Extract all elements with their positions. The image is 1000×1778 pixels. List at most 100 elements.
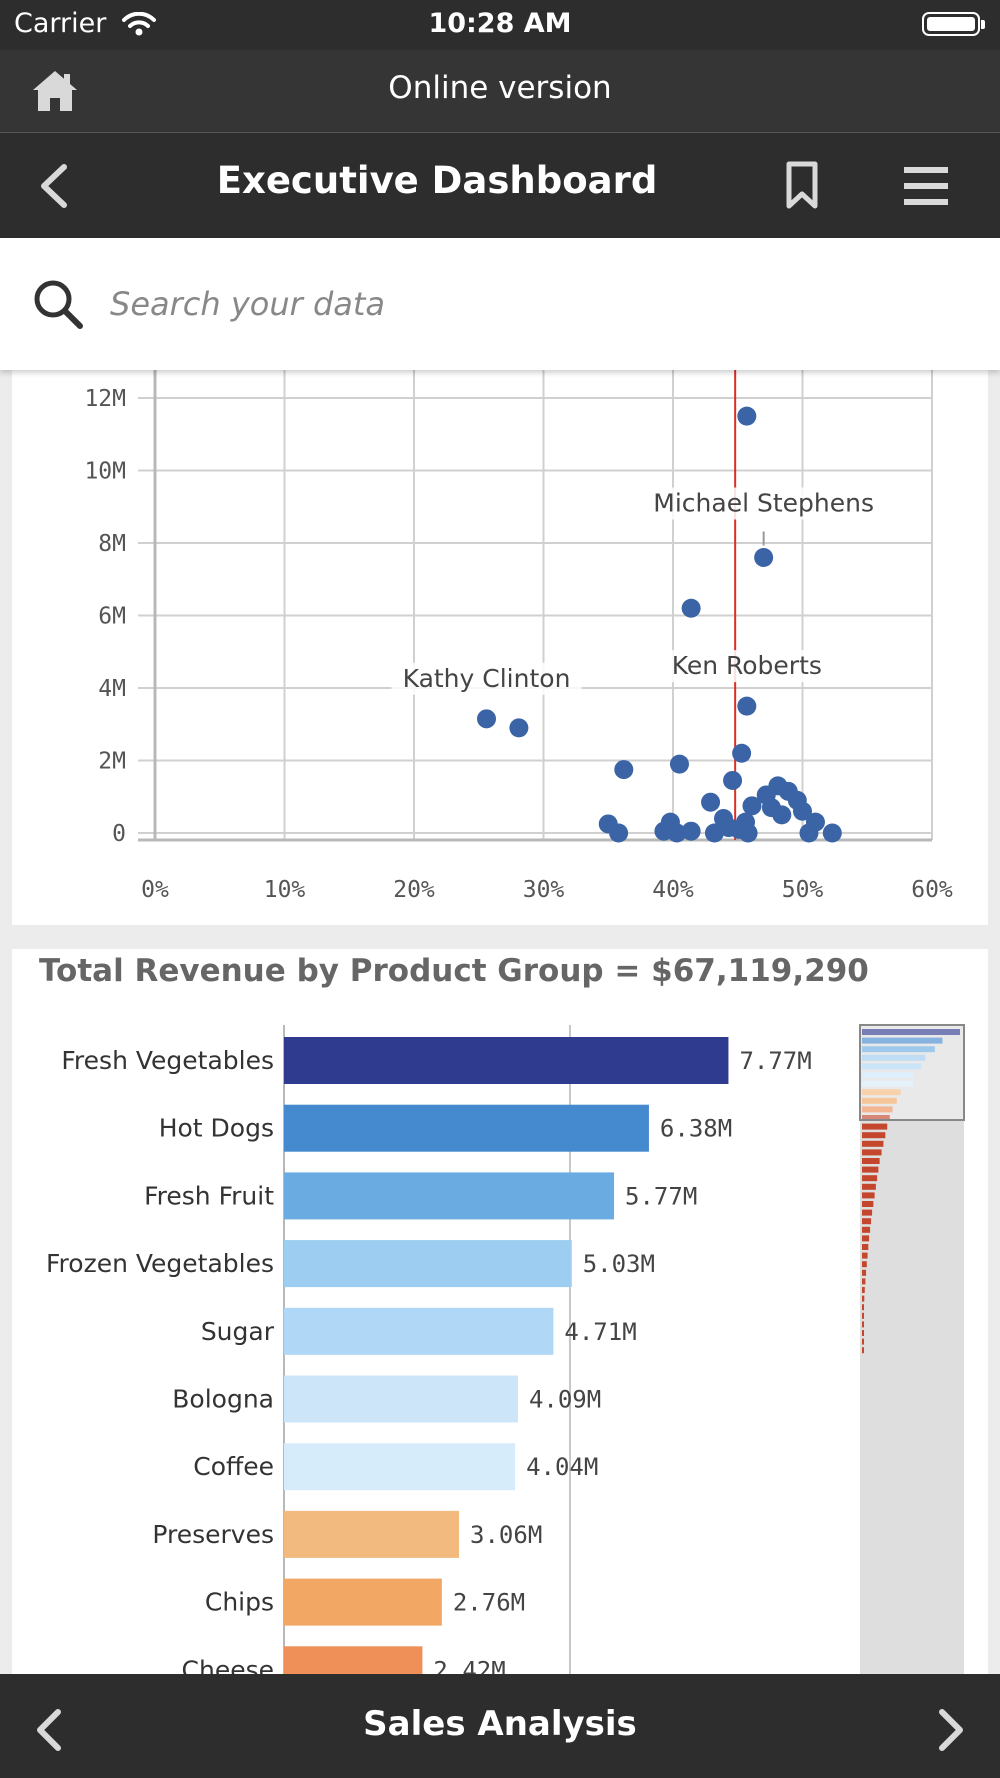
category-label: Coffee — [193, 1452, 274, 1481]
annotation-background — [668, 487, 859, 520]
minimap-bar — [862, 1166, 879, 1173]
minimap-bar — [862, 1338, 864, 1345]
bar — [284, 1307, 554, 1355]
category-label: Fresh Fruit — [144, 1181, 274, 1210]
scatter-point — [737, 696, 757, 716]
scatter-point — [681, 821, 701, 841]
scatter-point — [701, 792, 721, 812]
minimap-bar — [862, 1226, 871, 1233]
home-icon[interactable] — [30, 68, 80, 114]
category-label: Chips — [205, 1588, 274, 1617]
x-tick-label: 40% — [652, 877, 694, 903]
scatter-point — [669, 754, 689, 774]
status-time: 10:28 AM — [428, 8, 572, 39]
annotation-label: Ken Roberts — [672, 651, 822, 680]
hamburger-menu-icon[interactable] — [904, 167, 948, 205]
bar — [284, 1510, 460, 1558]
minimap-bar — [862, 1304, 864, 1311]
minimap-bar — [862, 1312, 864, 1319]
y-tick-label: 8M — [98, 531, 126, 557]
scatter-point — [737, 406, 757, 426]
minimap-bar — [862, 1330, 864, 1336]
scatter-point — [799, 823, 819, 843]
scatter-point — [667, 823, 687, 843]
minimap-bar — [862, 1115, 890, 1121]
minimap-bar — [862, 1261, 867, 1268]
chevron-left-icon[interactable] — [34, 1708, 64, 1752]
bar-chart-title: Total Revenue by Product Group = $67,119… — [39, 953, 869, 989]
y-tick-label: 12M — [84, 386, 126, 412]
minimap-bar — [862, 1140, 884, 1147]
bar — [284, 1578, 442, 1626]
x-tick-label: 20% — [393, 877, 435, 903]
bar — [284, 1240, 572, 1288]
minimap-bar — [862, 1158, 880, 1164]
chevron-left-icon[interactable] — [38, 163, 70, 209]
status-bar: Carrier 10:28 AM — [0, 0, 1000, 50]
bar-chart-card[interactable]: Total Revenue by Product Group = $67,119… — [12, 949, 988, 1674]
value-label: 7.77M — [739, 1047, 811, 1075]
carrier-label: Carrier — [14, 8, 107, 39]
scatter-point — [754, 548, 774, 567]
scatter-chart[interactable]: 0% 10% 20% 30% 40% 50% 60% 12M 10M 8M 6M 4M 2M 0 Micha… — [12, 370, 988, 925]
minimap-bar — [862, 1278, 866, 1285]
search-bar — [0, 238, 1000, 370]
bar-chart[interactable]: Fresh Vegetables 7.77M Hot Dogs 6.38M Fresh … — [12, 949, 988, 1674]
battery-icon — [922, 12, 985, 36]
x-tick-label: 50% — [782, 877, 824, 903]
category-label: Cheese — [182, 1655, 274, 1674]
minimap-viewport — [859, 1024, 965, 1121]
scatter-point — [772, 805, 792, 825]
sheet-title: Sales Analysis — [363, 1704, 637, 1744]
minimap-bar — [862, 1269, 867, 1276]
annotation-background — [391, 662, 582, 695]
value-label: 3.06M — [470, 1521, 542, 1549]
x-tick-label: 0% — [141, 877, 169, 903]
bar — [284, 1375, 518, 1423]
scatter-point — [704, 823, 724, 843]
minimap-bar — [862, 1244, 869, 1250]
scatter-point — [738, 823, 758, 843]
value-label: 5.77M — [625, 1182, 697, 1210]
category-label: Sugar — [201, 1317, 275, 1346]
x-tick-label: 60% — [911, 877, 953, 903]
chevron-right-icon[interactable] — [936, 1708, 966, 1752]
annotation-background — [651, 650, 842, 683]
bookmark-icon[interactable] — [786, 161, 818, 209]
search-input[interactable] — [108, 278, 932, 330]
minimap-bar — [862, 1295, 865, 1302]
category-label: Preserves — [152, 1520, 274, 1549]
wifi-icon — [122, 12, 156, 36]
y-tick-label: 10M — [84, 459, 126, 485]
scatter-point — [732, 743, 752, 763]
minimap-bar — [862, 1321, 864, 1328]
minimap-bar — [862, 1106, 893, 1113]
category-label: Frozen Vegetables — [46, 1249, 274, 1278]
app-header: Executive Dashboard — [0, 133, 1000, 238]
minimap-bar — [862, 1175, 878, 1182]
scatter-point — [742, 796, 762, 816]
scatter-point — [681, 598, 701, 618]
minimap-bar — [862, 1054, 926, 1061]
minimap-bar — [862, 1287, 865, 1293]
value-label: 4.04M — [526, 1453, 598, 1481]
minimap-track — [860, 1025, 964, 1674]
annotation-label: Michael Stephens — [653, 489, 874, 518]
minimap-bar — [862, 1192, 875, 1199]
annotation-label: Kathy Clinton — [403, 664, 571, 693]
minimap-bar — [862, 1209, 873, 1216]
minimap-bar — [862, 1149, 882, 1156]
bar — [284, 1172, 615, 1220]
minimap-bar — [862, 1037, 943, 1044]
minimap-bar — [862, 1029, 960, 1035]
online-version-bar: Online version — [0, 50, 1000, 133]
value-label: 5.03M — [583, 1250, 655, 1278]
value-label: 4.71M — [564, 1318, 636, 1346]
online-version-label: Online version — [388, 70, 612, 106]
scatter-point — [509, 718, 529, 738]
scatter-chart-card[interactable]: 0% 10% 20% 30% 40% 50% 60% 12M 10M 8M 6M 4M 2M 0 Micha… — [12, 370, 988, 925]
page-title: Executive Dashboard — [216, 159, 658, 202]
scatter-point — [614, 760, 634, 780]
y-tick-label: 4M — [98, 676, 126, 702]
y-tick-label: 0 — [112, 821, 126, 847]
